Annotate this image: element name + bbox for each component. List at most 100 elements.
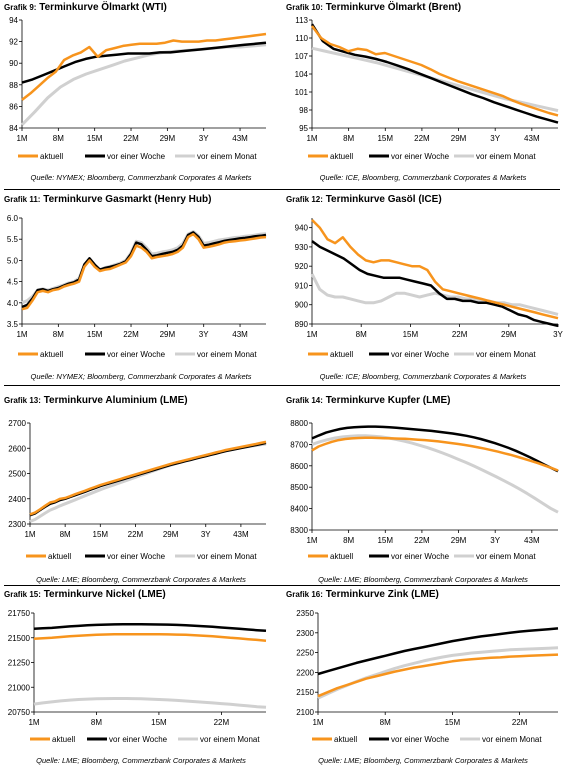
series-line-week [311, 425, 559, 473]
x-tick-label: 1M [306, 536, 317, 545]
y-tick-label: 4.0 [7, 299, 19, 308]
series-line-month [310, 273, 559, 316]
x-tick-label: 1M [306, 330, 317, 339]
y-tick-label: 90 [9, 59, 18, 68]
x-tick-label: 29M [160, 330, 176, 339]
y-tick-label: 3.5 [7, 320, 19, 329]
x-tick-label: 22M [512, 718, 528, 727]
x-tick-label: 15M [93, 530, 109, 539]
x-tick-label: 1M [28, 718, 39, 727]
y-tick-label: 920 [295, 262, 309, 271]
y-tick-label: 2300 [8, 520, 26, 529]
y-tick-label: 110 [295, 34, 308, 43]
chart-panel-g14: Grafik 14: Terminkurve Kupfer (LME) 8300… [282, 393, 564, 584]
x-tick-label: 22M [123, 134, 139, 143]
x-tick-label: 15M [403, 330, 419, 339]
series-line-month [311, 434, 559, 514]
x-tick-label: 3Y [553, 330, 563, 339]
chart-source: Quelle: LME; Bloomberg, Commerzbank Corp… [318, 756, 528, 765]
chart-title: Grafik 13: Terminkurve Aluminium (LME) [4, 395, 188, 406]
legend-label: vor einem Monat [197, 552, 257, 561]
chart-panel-g9: Grafik 9: Terminkurve Ölmarkt (WTI) 84 86… [0, 0, 282, 190]
y-tick-label: 910 [295, 281, 309, 290]
divider [4, 189, 560, 190]
y-tick-label: 4.5 [7, 278, 19, 287]
chart-plot: 84 86 88 90 92 94 1M 8M 15M 22M 29M 3Y 43M aktuell vor… [9, 16, 267, 161]
y-tick-label: 104 [295, 70, 309, 79]
y-tick-label: 2100 [296, 708, 314, 717]
series-line-week [310, 23, 559, 124]
legend-label: aktuell [330, 350, 353, 359]
y-tick-label: 88 [9, 81, 18, 90]
y-tick-label: 5.5 [7, 235, 19, 244]
y-tick-label: 8300 [290, 526, 308, 535]
x-tick-label: 3Y [199, 134, 209, 143]
x-tick-label: 43M [232, 330, 248, 339]
y-tick-label: 2150 [296, 688, 314, 697]
y-tick-label: 21750 [8, 609, 31, 618]
y-tick-label: 20750 [8, 708, 31, 717]
chart-title: Grafik 15: Terminkurve Nickel (LME) [4, 589, 166, 600]
x-tick-label: 15M [377, 134, 393, 143]
x-tick-label: 43M [524, 134, 540, 143]
series-line-aktuell [311, 219, 559, 320]
x-tick-label: 43M [233, 530, 249, 539]
legend-label: vor einem Monat [197, 350, 257, 359]
x-tick-label: 15M [445, 718, 461, 727]
x-tick-label: 1M [24, 530, 35, 539]
y-tick-label: 2250 [296, 649, 314, 658]
x-tick-label: 15M [151, 718, 167, 727]
y-tick-label: 8500 [290, 483, 308, 492]
x-tick-label: 1M [306, 134, 317, 143]
x-tick-label: 15M [87, 330, 103, 339]
x-tick-label: 15M [87, 134, 103, 143]
legend-label: vor einer Woche [107, 552, 166, 561]
legend-label: vor einer Woche [391, 552, 450, 561]
x-tick-label: 29M [451, 134, 467, 143]
y-tick-label: 101 [295, 88, 309, 97]
y-tick-label: 2300 [296, 629, 314, 638]
legend-label: vor einer Woche [107, 350, 166, 359]
series-line-aktuell [317, 653, 559, 698]
chart-source: Quelle: LME; Bloomberg, Commerzbank Corp… [36, 575, 246, 584]
y-tick-label: 2700 [8, 419, 26, 428]
series-line-month [20, 43, 267, 126]
series-line-aktuell [311, 436, 559, 472]
chart-source: Quelle: LME; Bloomberg, Commerzbank Corp… [318, 575, 528, 584]
legend-label: vor einer Woche [391, 152, 450, 161]
legend-label: vor einem Monat [482, 735, 542, 744]
y-tick-label: 84 [9, 124, 18, 133]
series-line-aktuell [33, 632, 267, 642]
y-tick-label: 2600 [8, 444, 26, 453]
y-tick-label: 8800 [290, 419, 308, 428]
chart-plot: 890 900 910 920 930 940 1M 8M 15M 22M 29M 3Y aktuell… [295, 218, 564, 359]
y-tick-label: 8700 [290, 440, 308, 449]
legend-label: aktuell [40, 152, 63, 161]
x-tick-label: 29M [160, 134, 176, 143]
series-line-month [33, 697, 267, 709]
y-tick-label: 94 [9, 16, 18, 25]
legend-label: vor einem Monat [197, 152, 257, 161]
y-tick-label: 107 [295, 52, 309, 61]
y-tick-label: 8600 [290, 462, 308, 471]
chart-title: Grafik 16: Terminkurve Zink (LME) [286, 589, 439, 600]
x-tick-label: 1M [16, 134, 27, 143]
x-tick-label: 8M [343, 536, 354, 545]
series-line-aktuell [311, 25, 559, 117]
legend-label: aktuell [40, 350, 63, 359]
x-tick-label: 8M [53, 134, 64, 143]
y-tick-label: 92 [9, 38, 18, 47]
x-tick-label: 22M [414, 536, 430, 545]
divider [4, 385, 560, 386]
chart-source: Quelle: NYMEX; Bloomberg, Commerzbank Co… [30, 372, 252, 381]
x-tick-label: 29M [163, 530, 179, 539]
series-line-aktuell [29, 440, 267, 516]
chart-plot: 8300 8400 8500 8600 8700 8800 1M 8M 15M 22M 29M 3Y 4… [290, 419, 559, 561]
y-tick-label: 8400 [290, 505, 308, 514]
legend-label: aktuell [334, 735, 357, 744]
chart-title: Grafik 9: Terminkurve Ölmarkt (WTI) [4, 2, 167, 13]
x-tick-label: 22M [414, 134, 430, 143]
y-tick-label: 890 [295, 320, 309, 329]
chart-panel-g16: Grafik 16: Terminkurve Zink (LME) 2100 21… [282, 587, 564, 777]
legend-label: vor einem Monat [200, 735, 260, 744]
